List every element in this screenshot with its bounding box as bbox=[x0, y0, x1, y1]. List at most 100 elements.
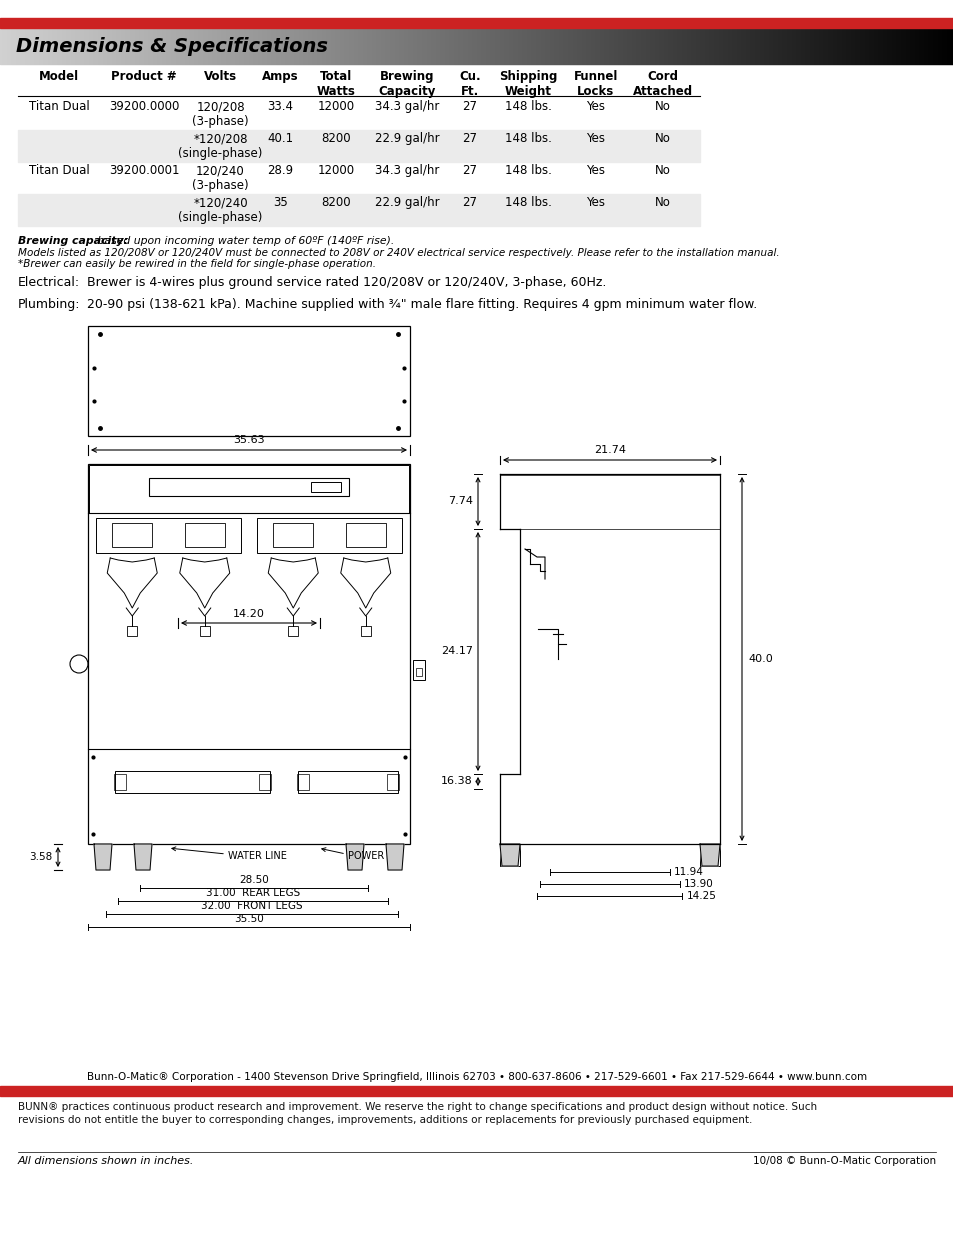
Bar bbox=[315, 28, 316, 64]
Bar bbox=[174, 28, 175, 64]
Bar bbox=[345, 28, 346, 64]
Bar bbox=[531, 28, 532, 64]
Bar bbox=[557, 28, 558, 64]
Text: Shipping
Weight: Shipping Weight bbox=[498, 70, 557, 98]
Bar bbox=[573, 28, 574, 64]
Bar bbox=[793, 28, 794, 64]
Bar bbox=[97, 28, 98, 64]
Bar bbox=[0, 28, 1, 64]
Bar bbox=[245, 28, 246, 64]
Bar bbox=[369, 28, 370, 64]
Bar bbox=[831, 28, 832, 64]
Bar bbox=[689, 28, 690, 64]
Text: 120/208
(3-phase): 120/208 (3-phase) bbox=[192, 100, 249, 128]
Bar bbox=[84, 28, 85, 64]
Bar bbox=[525, 28, 526, 64]
Bar bbox=[107, 28, 108, 64]
Bar bbox=[499, 844, 519, 866]
Bar bbox=[825, 28, 826, 64]
Bar bbox=[582, 28, 583, 64]
Bar bbox=[581, 28, 582, 64]
Bar bbox=[117, 28, 118, 64]
Bar bbox=[41, 28, 42, 64]
Bar bbox=[276, 28, 277, 64]
Bar bbox=[168, 28, 169, 64]
Bar bbox=[758, 28, 759, 64]
Bar bbox=[113, 28, 115, 64]
Text: 120/240
(3-phase): 120/240 (3-phase) bbox=[192, 164, 249, 191]
Bar bbox=[876, 28, 877, 64]
Bar bbox=[280, 28, 281, 64]
Text: No: No bbox=[655, 196, 670, 209]
Bar bbox=[840, 28, 841, 64]
Bar bbox=[399, 28, 400, 64]
Polygon shape bbox=[386, 844, 403, 869]
Bar bbox=[726, 28, 727, 64]
Bar bbox=[143, 28, 144, 64]
Bar bbox=[594, 28, 595, 64]
Bar bbox=[283, 28, 284, 64]
Bar bbox=[631, 28, 633, 64]
Bar bbox=[28, 28, 29, 64]
Bar bbox=[12, 28, 13, 64]
Bar bbox=[402, 28, 403, 64]
Bar bbox=[884, 28, 885, 64]
Bar bbox=[9, 28, 10, 64]
Bar bbox=[296, 774, 309, 790]
Bar bbox=[470, 28, 471, 64]
Bar bbox=[258, 28, 260, 64]
Bar bbox=[821, 28, 822, 64]
Bar bbox=[473, 28, 474, 64]
Bar bbox=[801, 28, 802, 64]
Bar bbox=[856, 28, 857, 64]
Bar bbox=[204, 28, 205, 64]
Text: 28.50: 28.50 bbox=[239, 876, 269, 885]
Bar bbox=[933, 28, 934, 64]
Text: 40.0: 40.0 bbox=[747, 655, 772, 664]
Bar bbox=[221, 28, 222, 64]
Bar bbox=[893, 28, 894, 64]
Bar bbox=[188, 28, 189, 64]
Bar bbox=[857, 28, 858, 64]
Bar bbox=[421, 28, 422, 64]
Bar bbox=[836, 28, 837, 64]
Bar bbox=[79, 28, 80, 64]
Bar bbox=[912, 28, 913, 64]
Bar bbox=[464, 28, 465, 64]
Bar bbox=[565, 28, 566, 64]
Bar bbox=[94, 28, 95, 64]
Bar bbox=[484, 28, 485, 64]
Bar bbox=[409, 28, 410, 64]
Bar bbox=[575, 28, 576, 64]
Text: No: No bbox=[655, 164, 670, 177]
Bar bbox=[919, 28, 920, 64]
Bar bbox=[413, 659, 424, 680]
Bar bbox=[229, 28, 230, 64]
Bar bbox=[799, 28, 800, 64]
Bar bbox=[170, 28, 171, 64]
Bar bbox=[225, 28, 226, 64]
Bar bbox=[810, 28, 811, 64]
Bar bbox=[320, 28, 322, 64]
Bar bbox=[119, 28, 120, 64]
Bar bbox=[596, 28, 597, 64]
Bar bbox=[804, 28, 805, 64]
Bar bbox=[410, 28, 411, 64]
Bar bbox=[712, 28, 713, 64]
Bar bbox=[507, 28, 509, 64]
Bar bbox=[851, 28, 852, 64]
Bar bbox=[256, 28, 257, 64]
Bar bbox=[18, 28, 19, 64]
Bar bbox=[96, 28, 97, 64]
Bar bbox=[714, 28, 716, 64]
Bar bbox=[682, 28, 683, 64]
Bar bbox=[281, 28, 282, 64]
Bar bbox=[627, 28, 628, 64]
Bar bbox=[363, 28, 364, 64]
Bar bbox=[138, 28, 139, 64]
Bar bbox=[65, 28, 66, 64]
Bar bbox=[423, 28, 424, 64]
Bar bbox=[485, 28, 486, 64]
Bar bbox=[325, 28, 326, 64]
Bar bbox=[858, 28, 859, 64]
